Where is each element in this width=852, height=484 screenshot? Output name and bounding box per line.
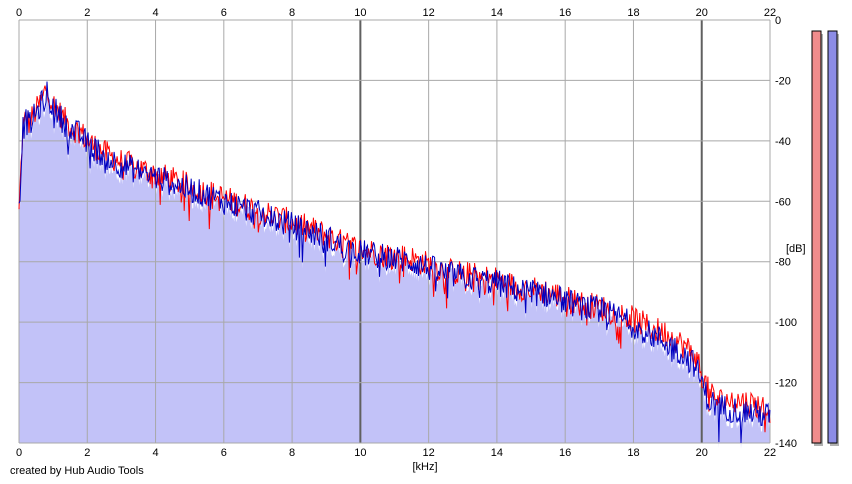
vertical-gridlines <box>18 20 771 443</box>
x-tick-label-top: 6 <box>221 7 227 19</box>
y-tick-label: -120 <box>775 378 797 390</box>
x-tick-label-bottom: 20 <box>696 447 708 459</box>
series-line-left-channel <box>18 85 771 433</box>
y-tick-label: -40 <box>775 136 791 148</box>
y-tick-label: -140 <box>775 438 797 450</box>
series-line-right-channel <box>18 81 771 444</box>
x-tick-label-top: 2 <box>84 7 90 19</box>
y-tick-label: -60 <box>775 196 791 208</box>
x-tick-label-top: 18 <box>627 7 639 19</box>
y-tick-label: -20 <box>775 75 791 87</box>
x-tick-label-top: 16 <box>559 7 571 19</box>
x-axis-label: [kHz] <box>412 461 437 473</box>
x-tick-label-top: 14 <box>491 7 503 19</box>
x-tick-label-top: 22 <box>764 7 776 19</box>
x-tick-label-bottom: 16 <box>559 447 571 459</box>
x-tick-label-top: 10 <box>354 7 366 19</box>
credit-text: created by Hub Audio Tools <box>10 465 144 477</box>
x-tick-label-bottom: 4 <box>152 447 158 459</box>
x-tick-label-bottom: 2 <box>84 447 90 459</box>
x-tick-label-bottom: 22 <box>764 447 776 459</box>
x-tick-label-top: 4 <box>152 7 158 19</box>
y-axis-label: [dB] <box>786 243 806 255</box>
level-meter-right <box>827 30 838 444</box>
y-tick-label: -80 <box>775 257 791 269</box>
y-tick-labels: 0 -20 -40 -60 -80 -100 -120 -140 <box>775 15 797 450</box>
x-tick-label-bottom: 18 <box>627 447 639 459</box>
y-tick-label: 0 <box>775 15 781 27</box>
x-tick-label-top: 0 <box>16 7 22 19</box>
x-tick-label-bottom: 8 <box>289 447 295 459</box>
level-meters <box>811 30 839 446</box>
spectrum-area-fill <box>19 87 770 449</box>
x-tick-labels-bottom: 0 2 4 6 8 10 12 14 16 18 20 22 <box>16 447 776 459</box>
x-tick-label-bottom: 6 <box>221 447 227 459</box>
x-tick-label-bottom: 14 <box>491 447 503 459</box>
x-tick-label-top: 20 <box>696 7 708 19</box>
y-tick-label: -100 <box>775 317 797 329</box>
x-tick-label-bottom: 12 <box>423 447 435 459</box>
level-meter-left <box>811 30 822 444</box>
x-tick-labels-top: 0 2 4 6 8 10 12 14 16 18 20 22 <box>16 7 776 19</box>
x-tick-label-top: 8 <box>289 7 295 19</box>
x-tick-label-top: 12 <box>423 7 435 19</box>
x-tick-label-bottom: 0 <box>16 447 22 459</box>
x-tick-label-bottom: 10 <box>354 447 366 459</box>
